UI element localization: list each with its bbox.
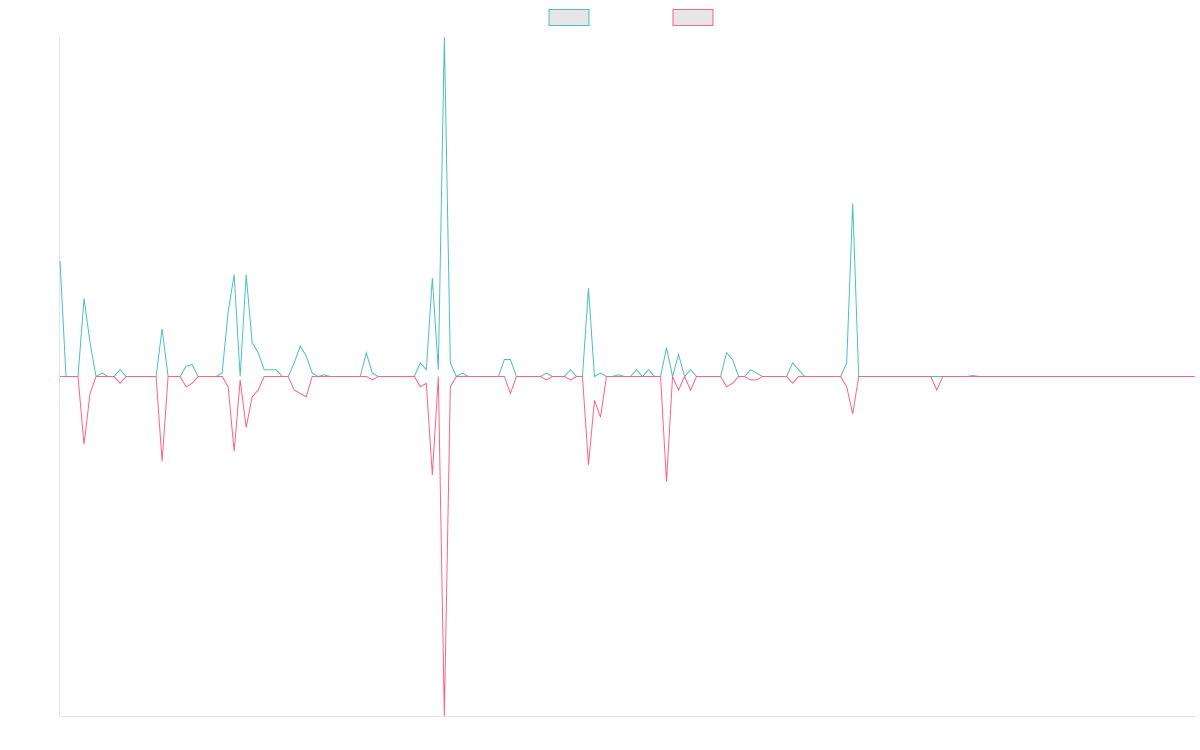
legend-swatch[interactable] bbox=[548, 9, 590, 26]
legend-swatch[interactable] bbox=[672, 9, 714, 26]
series-line bbox=[59, 36, 1195, 378]
series-line bbox=[60, 375, 1195, 717]
